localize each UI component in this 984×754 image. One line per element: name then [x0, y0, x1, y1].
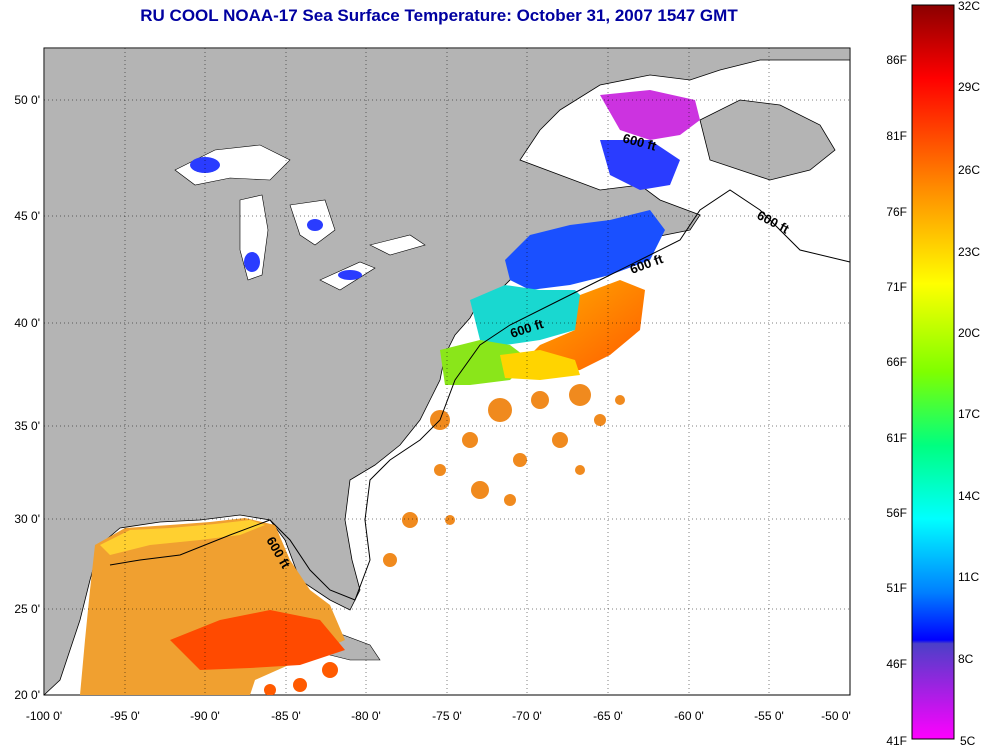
st-lawrence-blue-water — [600, 140, 680, 190]
lon-tick-label: -85 0' — [271, 709, 301, 723]
map-title: RU COOL NOAA-17 Sea Surface Temperature:… — [140, 6, 738, 25]
colorbar-f-label: 61F — [886, 431, 907, 445]
colorbar-f-label: 71F — [886, 280, 907, 294]
lat-tick-label: 25 0' — [14, 602, 40, 616]
lake-cool-patch — [307, 219, 323, 231]
colorbar-c-label: 29C — [958, 80, 980, 94]
lat-tick-label: 45 0' — [14, 209, 40, 223]
lat-axis: 20 0' 25 0' 30 0' 35 0' 40 0' 45 0' 50 0… — [14, 93, 40, 702]
colorbar-f-label: 56F — [886, 506, 907, 520]
lon-tick-label: -70 0' — [512, 709, 542, 723]
lon-tick-label: -75 0' — [432, 709, 462, 723]
gulf-st-lawrence-cold-water — [600, 90, 700, 140]
lon-tick-label: -80 0' — [351, 709, 381, 723]
lon-tick-label: -60 0' — [674, 709, 704, 723]
colorbar-f-label: 66F — [886, 355, 907, 369]
colorbar-c-label: 26C — [958, 163, 980, 177]
colorbar-c-labels: 32C 29C 26C 23C 20C 17C 14C 11C 8C 5C — [958, 0, 980, 748]
colorbar-c-label: 5C — [960, 734, 976, 748]
gulf-coast-yellow-water — [100, 520, 265, 555]
colorbar-c-label: 17C — [958, 407, 980, 421]
gulf-stream-warm-water — [520, 280, 645, 375]
loop-current-hot-water — [170, 610, 345, 670]
colorbar-f-label: 46F — [886, 657, 907, 671]
colorbar-c-label: 20C — [958, 326, 980, 340]
600ft-contour-line — [109, 189, 851, 601]
lake-superior — [174, 144, 291, 186]
colorbar-f-label: 81F — [886, 129, 907, 143]
lon-axis: -100 0' -95 0' -90 0' -85 0' -80 0' -75 … — [26, 709, 851, 723]
lake-ontario — [369, 234, 426, 256]
colorbar — [911, 4, 955, 740]
colorbar-c-label: 32C — [958, 0, 980, 13]
colorbar-c-label: 8C — [958, 652, 974, 666]
lake-cool-patch — [338, 270, 362, 280]
colorbar-f-label: 41F — [886, 734, 907, 748]
colorbar-f-label: 51F — [886, 581, 907, 595]
colorbar-f-label: 76F — [886, 205, 907, 219]
lon-tick-label: -55 0' — [754, 709, 784, 723]
slope-warm-water — [500, 350, 580, 380]
lat-tick-label: 40 0' — [14, 316, 40, 330]
colorbar-c-label: 14C — [958, 489, 980, 503]
lon-tick-label: -100 0' — [26, 709, 62, 723]
lat-tick-label: 20 0' — [14, 688, 40, 702]
lat-tick-label: 50 0' — [14, 93, 40, 107]
lon-tick-label: -50 0' — [821, 709, 851, 723]
colorbar-c-label: 11C — [958, 570, 979, 584]
gulf-of-maine-cold-water — [505, 210, 665, 290]
caribbean-warm-speckle — [264, 662, 338, 695]
colorbar-c-label: 23C — [958, 245, 980, 259]
lake-cool-patch — [244, 252, 260, 272]
lat-tick-label: 30 0' — [14, 512, 40, 526]
lat-tick-label: 35 0' — [14, 419, 40, 433]
lon-tick-label: -90 0' — [190, 709, 220, 723]
colorbar-f-label: 86F — [886, 53, 907, 67]
colorbar-f-labels: 86F 81F 76F 71F 66F 61F 56F 51F 46F 41F — [886, 53, 907, 748]
lon-tick-label: -95 0' — [110, 709, 140, 723]
lon-tick-label: -65 0' — [593, 709, 623, 723]
newfoundland-land — [699, 99, 836, 181]
